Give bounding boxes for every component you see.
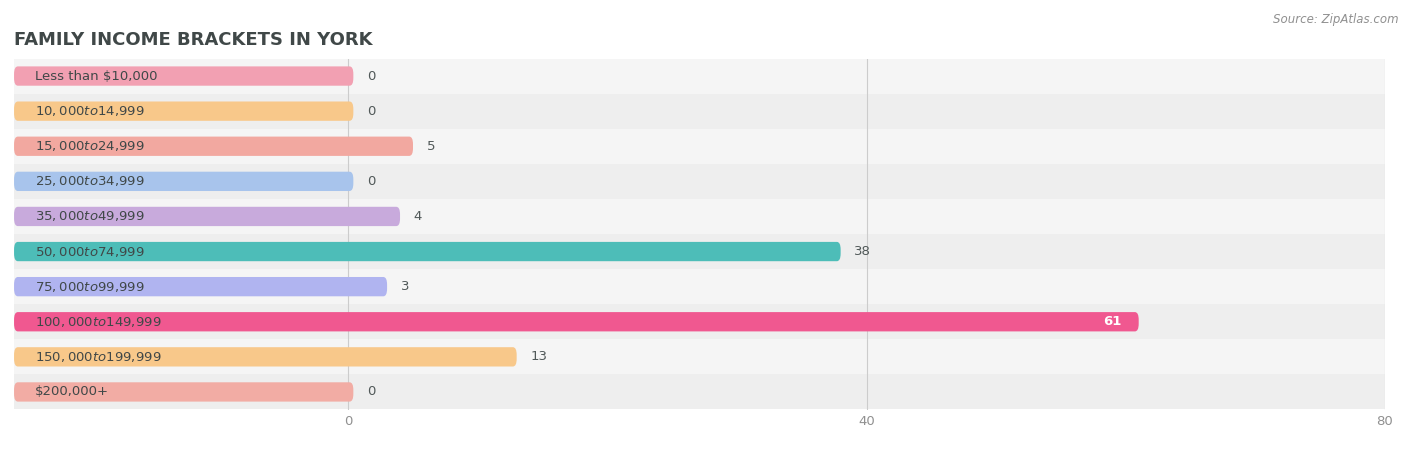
- Text: $15,000 to $24,999: $15,000 to $24,999: [35, 139, 145, 153]
- Text: 3: 3: [401, 280, 409, 293]
- Text: 0: 0: [367, 386, 375, 398]
- Text: $50,000 to $74,999: $50,000 to $74,999: [35, 244, 145, 259]
- Text: 0: 0: [367, 105, 375, 117]
- FancyBboxPatch shape: [14, 164, 1385, 199]
- Text: FAMILY INCOME BRACKETS IN YORK: FAMILY INCOME BRACKETS IN YORK: [14, 31, 373, 49]
- FancyBboxPatch shape: [14, 67, 353, 86]
- FancyBboxPatch shape: [14, 58, 1385, 94]
- FancyBboxPatch shape: [14, 137, 413, 156]
- FancyBboxPatch shape: [14, 129, 1385, 164]
- FancyBboxPatch shape: [14, 304, 1385, 339]
- Text: $35,000 to $49,999: $35,000 to $49,999: [35, 209, 145, 224]
- Text: 61: 61: [1104, 315, 1122, 328]
- FancyBboxPatch shape: [14, 94, 1385, 129]
- FancyBboxPatch shape: [14, 382, 353, 401]
- FancyBboxPatch shape: [14, 374, 1385, 410]
- Text: $100,000 to $149,999: $100,000 to $149,999: [35, 315, 162, 329]
- FancyBboxPatch shape: [14, 242, 841, 261]
- Text: 0: 0: [367, 175, 375, 188]
- FancyBboxPatch shape: [14, 347, 516, 366]
- FancyBboxPatch shape: [14, 269, 1385, 304]
- Text: $25,000 to $34,999: $25,000 to $34,999: [35, 174, 145, 189]
- FancyBboxPatch shape: [14, 234, 1385, 269]
- Text: 38: 38: [855, 245, 872, 258]
- FancyBboxPatch shape: [14, 102, 353, 121]
- FancyBboxPatch shape: [14, 339, 1385, 374]
- Text: 0: 0: [367, 70, 375, 82]
- FancyBboxPatch shape: [14, 277, 387, 296]
- FancyBboxPatch shape: [14, 172, 353, 191]
- Text: $150,000 to $199,999: $150,000 to $199,999: [35, 350, 162, 364]
- Text: Source: ZipAtlas.com: Source: ZipAtlas.com: [1274, 14, 1399, 27]
- Text: 4: 4: [413, 210, 422, 223]
- Text: Less than $10,000: Less than $10,000: [35, 70, 157, 82]
- Text: 13: 13: [530, 351, 547, 363]
- Text: 5: 5: [426, 140, 436, 153]
- Text: $200,000+: $200,000+: [35, 386, 108, 398]
- FancyBboxPatch shape: [14, 312, 1139, 331]
- Text: $75,000 to $99,999: $75,000 to $99,999: [35, 279, 145, 294]
- FancyBboxPatch shape: [14, 199, 1385, 234]
- Text: $10,000 to $14,999: $10,000 to $14,999: [35, 104, 145, 118]
- FancyBboxPatch shape: [14, 207, 401, 226]
